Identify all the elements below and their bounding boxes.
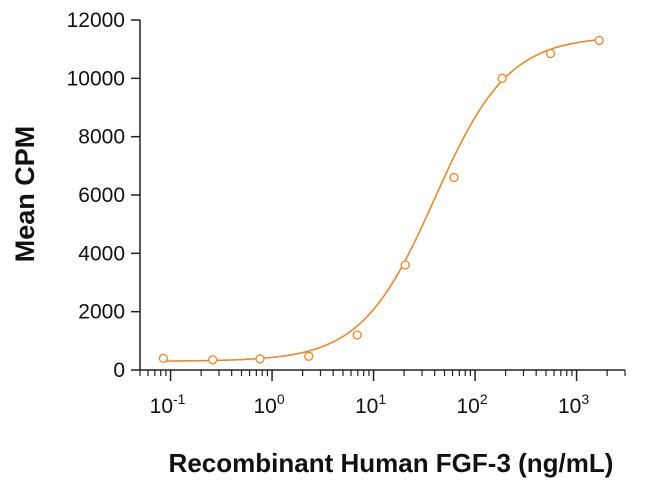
data-point xyxy=(545,48,556,59)
x-tick-label: 101 xyxy=(355,391,386,418)
x-tick-label: 10-1 xyxy=(150,391,186,418)
data-point xyxy=(400,260,410,270)
fit-curve xyxy=(163,38,600,362)
axes xyxy=(139,20,625,371)
x-tick-label: 100 xyxy=(253,391,284,418)
y-ticks: 0 2000 4000 6000 8000 10000 12000 xyxy=(67,9,140,382)
data-point xyxy=(594,35,604,46)
x-ticks: 10-1 100 101 102 103 xyxy=(139,370,626,418)
data-point xyxy=(449,172,459,183)
data-point xyxy=(208,355,218,365)
x-tick-label: 102 xyxy=(456,391,487,418)
y-tick-label: 12000 xyxy=(67,9,125,32)
y-tick-label: 8000 xyxy=(78,126,125,149)
data-point xyxy=(352,330,362,340)
data-points xyxy=(158,35,604,365)
y-tick-label: 4000 xyxy=(78,242,125,265)
x-axis-title: Recombinant Human FGF-3 (ng/mL) xyxy=(169,448,614,478)
y-axis-title: Mean CPM xyxy=(10,126,40,263)
y-tick-label: 6000 xyxy=(78,184,125,207)
y-tick-label: 2000 xyxy=(78,301,125,324)
y-tick-label: 0 xyxy=(113,359,125,382)
data-point xyxy=(497,73,507,83)
data-point xyxy=(304,351,314,361)
y-tick-label: 10000 xyxy=(67,67,125,90)
data-point xyxy=(158,353,169,363)
data-point xyxy=(255,354,265,364)
x-tick-label: 103 xyxy=(558,391,589,418)
